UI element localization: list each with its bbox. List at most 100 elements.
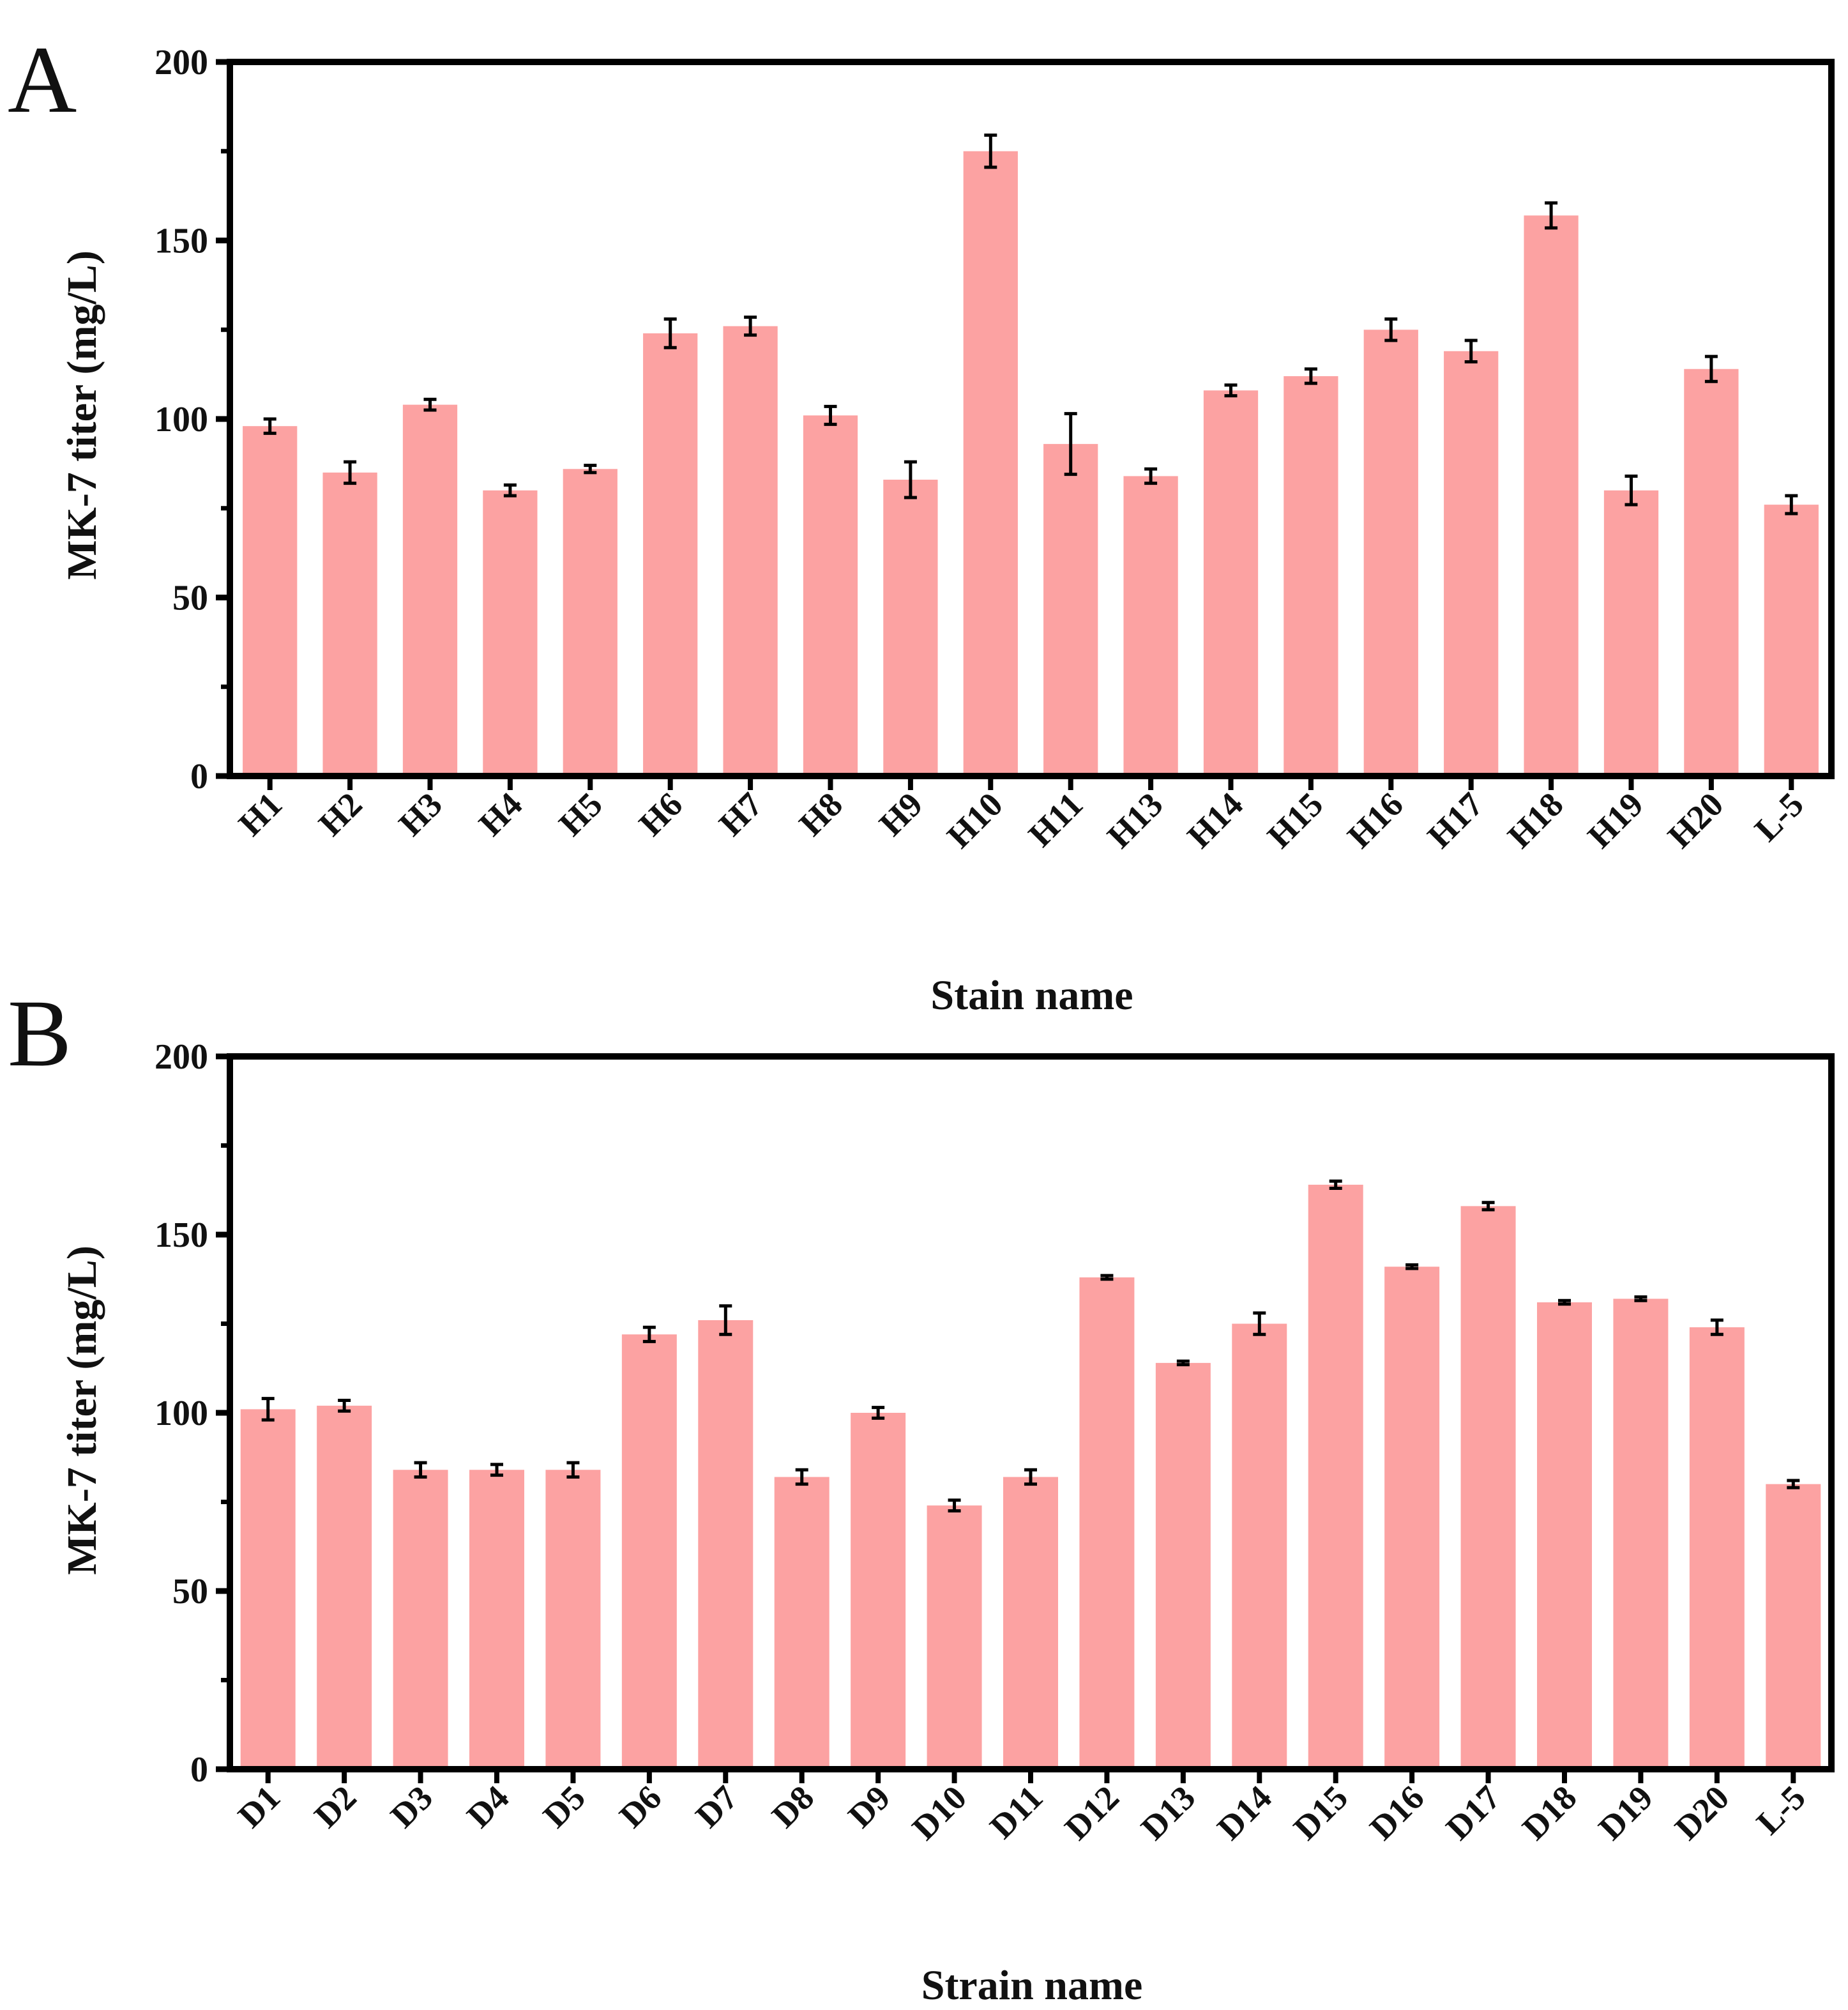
panel-a-x-label-h11: H11 <box>1021 785 1090 854</box>
panel-b-bar-d12 <box>1079 1277 1135 1769</box>
panel-b-error-bar-d9 <box>872 1406 885 1420</box>
panel-a-x-label-h13: H13 <box>1100 785 1170 855</box>
panel-a-x-label-h16: H16 <box>1340 785 1410 855</box>
panel-a-bar-h8 <box>803 415 858 776</box>
panel-b-error-bar-d7 <box>719 1304 732 1336</box>
panel-a-error-bar-h3 <box>423 397 437 412</box>
panel-a-error-bar-h11 <box>1064 412 1077 476</box>
panel-a-bar-h20 <box>1684 369 1739 776</box>
panel-a-letter: A <box>8 27 77 133</box>
panel-b-error-bar-d15 <box>1329 1179 1342 1190</box>
panel-b-x-label-d18: D18 <box>1515 1778 1584 1847</box>
panel-b-bar-d9 <box>851 1413 906 1769</box>
panel-b-bar-d19 <box>1613 1298 1669 1769</box>
panel-a-axes <box>227 59 1835 779</box>
panel-b-error-bar-d4 <box>490 1463 503 1477</box>
panel-b-y-tick-label-150: 150 <box>155 1215 208 1255</box>
panel-b-bar-d10 <box>927 1505 982 1769</box>
panel-a-error-bar-h9 <box>904 460 917 499</box>
panel-b-x-label-d5: D5 <box>536 1778 593 1835</box>
panel-a-bar-h4 <box>483 490 538 776</box>
panel-b-bar-d4 <box>469 1470 524 1769</box>
panel-a-x-ticks: H1 H2 H3 H4 H5 H6 H7 H8 H9 H10 H11 H13 H14 H15 H16 H17 H… <box>231 776 1811 855</box>
panel-a-x-label-h9: H9 <box>872 785 930 843</box>
panel-b-error-bar-d5 <box>566 1461 580 1479</box>
panel-b-error-bar-d13 <box>1176 1359 1190 1367</box>
panel-a-bar-h11 <box>1043 444 1098 776</box>
panel-b-y-ticks: 0 50 100 150 200 <box>155 1037 230 1790</box>
panel-a-x-label-h17: H17 <box>1420 785 1490 855</box>
panel-b-x-label-d16: D16 <box>1362 1778 1431 1847</box>
panel-a-error-bar-h15 <box>1304 367 1317 385</box>
panel-b-bars <box>240 1184 1821 1769</box>
panel-a-plot-frame <box>227 59 1835 779</box>
panel-a-x-label-h8: H8 <box>792 785 850 843</box>
panel-b-x-label-d17: D17 <box>1439 1778 1508 1847</box>
panel-b-error-bar-d12 <box>1100 1274 1114 1281</box>
panel-b-letter: B <box>8 980 72 1086</box>
panel-b-error-bar-d17 <box>1481 1201 1495 1212</box>
panel-b-bar-d6 <box>621 1334 677 1769</box>
panel-b-error-bar-d2 <box>338 1398 351 1413</box>
panel-a-bar-h5 <box>563 469 617 776</box>
panel-b-x-label-d7: D7 <box>688 1778 745 1835</box>
panel-b-bar-d7 <box>698 1320 754 1769</box>
panel-b-bar-d16 <box>1384 1267 1440 1769</box>
panel-b-bar-d17 <box>1460 1206 1516 1769</box>
panel-a-error-bar-h17 <box>1464 339 1478 364</box>
panel-a-y-tick-label-50: 50 <box>172 579 208 618</box>
panel-a-error-bar-h2 <box>344 460 357 485</box>
panel-b-y-tick-label-200: 200 <box>155 1037 208 1077</box>
panel-b-y-axis-title: MK-7 titer (mg/L) <box>59 1245 105 1575</box>
panel-a-bar-h2 <box>322 472 377 776</box>
panel-b-x-label-d3: D3 <box>383 1778 440 1835</box>
panel-b-error-bar-d1 <box>261 1397 275 1422</box>
panel-b-bar-d18 <box>1537 1302 1592 1769</box>
panel-a-error-bar-h5 <box>584 464 597 475</box>
panel-b-x-label-d12: D12 <box>1057 1778 1126 1847</box>
panel-b-error-bar-d19 <box>1634 1295 1647 1302</box>
panel-a-bar-h17 <box>1444 351 1499 776</box>
panel-b-bar-d1 <box>240 1409 296 1769</box>
panel-b-x-label-d14: D14 <box>1210 1778 1279 1847</box>
panel-a-y-tick-label-100: 100 <box>155 400 208 439</box>
panel-b-bar-d13 <box>1155 1362 1211 1769</box>
panel-a-x-label-h7: H7 <box>711 785 769 843</box>
panel-a-y-tick-label-0: 0 <box>190 757 208 796</box>
panel-b-error-bar-d16 <box>1405 1263 1419 1270</box>
panel-a-x-axis-title: Stain name <box>930 972 1133 1019</box>
panel-a-bars <box>243 151 1819 776</box>
panel-a-x-label-h2: H2 <box>311 785 369 843</box>
panel-a-x-label-h3: H3 <box>391 785 450 843</box>
panel-a-y-tick-label-150: 150 <box>155 222 208 261</box>
panel-a-error-bar-l-5 <box>1785 494 1798 515</box>
panel-b-x-label-d9: D9 <box>841 1778 898 1835</box>
panel-a-x-label-h19: H19 <box>1580 785 1651 855</box>
panel-b-error-bar-d6 <box>642 1325 656 1343</box>
panel-a-error-bar-h20 <box>1704 354 1718 383</box>
panel-b-x-label-d11: D11 <box>982 1778 1050 1846</box>
panel-b-x-label-d1: D1 <box>231 1778 287 1835</box>
panel-a-bar-h14 <box>1203 390 1259 776</box>
panel-b-bar-d20 <box>1689 1327 1745 1769</box>
panel-a-bar-h15 <box>1284 376 1338 776</box>
panel-a-error-bar-h14 <box>1224 383 1238 398</box>
panel-a-x-label-h10: H10 <box>939 785 1010 855</box>
panel-b-bar-l-5 <box>1766 1484 1821 1769</box>
panel-b-x-label-d20: D20 <box>1667 1778 1736 1847</box>
panel-b-error-bar-d3 <box>414 1461 427 1479</box>
panel-b-error-bar-d10 <box>948 1498 961 1512</box>
panel-b-error-bar-d11 <box>1024 1468 1037 1486</box>
panel-a-x-label-h1: H1 <box>231 785 289 843</box>
panel-a-bar-h7 <box>723 326 778 776</box>
panel-a-error-bar-h10 <box>984 133 997 169</box>
panel-b-y-tick-label-50: 50 <box>172 1572 208 1611</box>
panel-b-x-axis-title: Strain name <box>921 1962 1143 2009</box>
panel-a-error-bar-h8 <box>824 404 837 426</box>
panel-b-bar-d15 <box>1308 1184 1363 1769</box>
panel-a-x-label-h6: H6 <box>632 785 690 843</box>
panel-b-x-ticks: D1 D2 D3 D4 D5 D6 D7 D8 D9 D10 D11 D12 D13 D14 D15 D16 D… <box>231 1769 1813 1847</box>
panel-a-x-label-l-5: L-5 <box>1747 785 1811 849</box>
panel-a-error-bars <box>263 133 1798 515</box>
panel-b-bar-d5 <box>545 1470 601 1769</box>
